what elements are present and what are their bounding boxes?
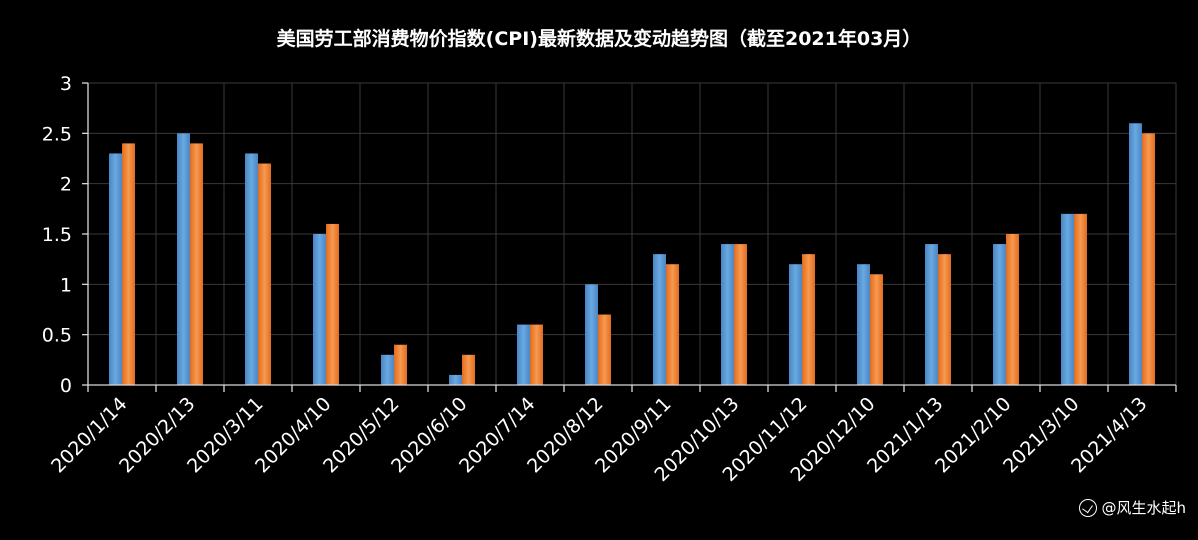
bar-series1-2021/4/13 <box>1129 123 1142 386</box>
bar-series2-2021/2/10 <box>1006 234 1019 385</box>
bar-series2-2020/11/12 <box>802 254 815 385</box>
bar-series1-2020/6/10 <box>449 374 462 385</box>
bar-series1-2020/12/10 <box>857 264 870 385</box>
y-tick-label: 0.5 <box>42 325 72 347</box>
watermark-text: @风生水起h <box>1101 499 1186 517</box>
bar-series2-2020/1/14 <box>122 143 135 385</box>
y-tick-label: 3 <box>60 73 72 95</box>
y-tick-label: 1.5 <box>42 224 72 246</box>
bar-series2-2020/10/13 <box>734 244 747 385</box>
bar-series2-2021/3/10 <box>1074 213 1087 385</box>
bar-series1-2020/1/14 <box>109 153 122 385</box>
bar-series2-2020/4/10 <box>326 223 339 385</box>
bar-series1-2020/8/12 <box>585 284 598 385</box>
chart-title: 美国劳工部消费物价指数(CPI)最新数据及变动趋势图（截至2021年03月） <box>276 28 922 50</box>
bar-series1-2021/3/10 <box>1061 213 1074 385</box>
bar-series1-2020/9/11 <box>653 254 666 385</box>
bar-series1-2020/10/13 <box>721 244 734 385</box>
y-tick-label: 2 <box>60 174 72 196</box>
watermark: @风生水起h <box>1079 497 1186 518</box>
bar-series1-2021/2/10 <box>993 244 1006 385</box>
bar-series2-2020/7/14 <box>530 324 543 385</box>
bar-series2-2020/6/10 <box>462 354 475 385</box>
bar-series2-2020/12/10 <box>870 274 883 385</box>
bar-series1-2020/5/12 <box>381 354 394 385</box>
bar-series2-2021/1/13 <box>938 254 951 385</box>
bar-series2-2020/8/12 <box>598 314 611 385</box>
y-tick-label: 2.5 <box>42 123 72 145</box>
bar-series2-2020/2/13 <box>190 143 203 385</box>
bar-series1-2020/4/10 <box>313 234 326 385</box>
bar-series1-2020/7/14 <box>517 324 530 385</box>
y-tick-label: 1 <box>60 274 72 296</box>
bar-series1-2021/1/13 <box>925 244 938 385</box>
bar-series2-2020/9/11 <box>666 264 679 385</box>
bar-series2-2021/4/13 <box>1142 133 1155 385</box>
bar-series2-2020/5/12 <box>394 344 407 385</box>
bar-series1-2020/3/11 <box>245 153 258 385</box>
bar-series1-2020/11/12 <box>789 264 802 385</box>
bar-series1-2020/2/13 <box>177 133 190 385</box>
weibo-logo-icon <box>1079 498 1098 517</box>
y-tick-label: 0 <box>60 375 72 397</box>
bar-series2-2020/3/11 <box>258 163 271 385</box>
